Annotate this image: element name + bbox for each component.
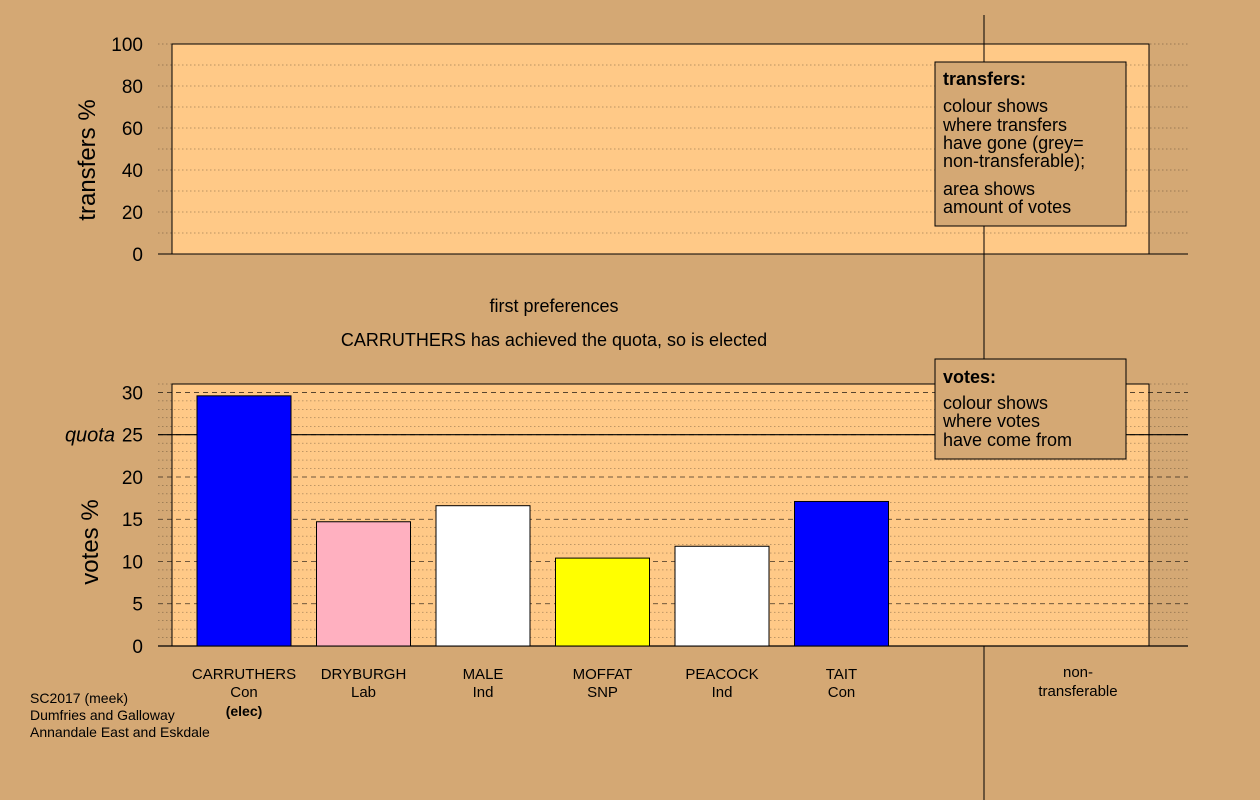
chart-heading: first preferences	[489, 296, 618, 316]
legend-transfers-line: area shows	[943, 179, 1035, 199]
x-label-name: MALE	[463, 666, 504, 683]
transfers-y-ticks: 0 20 40 60 80 100	[111, 35, 143, 266]
bar-moffat	[555, 557, 650, 647]
votes-y-label: votes %	[77, 499, 104, 584]
legend-votes-line: have come from	[943, 430, 1072, 450]
votes-y-ticks: 0 5 10 15 20 25 30	[122, 383, 143, 658]
x-label-name: CARRUTHERS	[192, 666, 296, 683]
footer: SC2017 (meek)Dumfries and GallowayAnnand…	[30, 690, 210, 740]
x-label-name: DRYBURGH	[321, 666, 407, 683]
legend-transfers-line: where transfers	[942, 115, 1067, 135]
x-label-party: Lab	[351, 684, 376, 701]
nontransferable-label-1: non-	[1063, 664, 1093, 681]
x-label-party: SNP	[587, 684, 618, 701]
legend-transfers-box	[934, 61, 1127, 227]
x-label-party: Con	[828, 684, 856, 701]
quota-label: quota	[65, 425, 115, 447]
legend-votes-title: votes:	[943, 367, 996, 387]
legend-transfers-title: transfers:	[943, 69, 1026, 89]
bars	[196, 395, 889, 647]
votes-tick-label: 30	[122, 383, 143, 404]
votes-tick-label: 15	[122, 510, 143, 531]
bar-peacock	[674, 545, 770, 647]
x-label-name: TAIT	[826, 666, 857, 683]
footer-line: Dumfries and Galloway	[30, 707, 175, 723]
transfers-tick-label: 20	[122, 203, 143, 224]
x-label-party: Ind	[712, 684, 733, 701]
bar-dryburgh	[316, 521, 411, 647]
footer-line: Annandale East and Eskdale	[30, 724, 210, 740]
x-label-name: MOFFAT	[573, 666, 633, 683]
legend-votes-line: colour shows	[943, 393, 1048, 413]
bar-carruthers	[196, 395, 292, 647]
transfers-grid	[158, 43, 1188, 255]
footer-line: SC2017 (meek)	[30, 690, 128, 706]
votes-tick-label: 10	[122, 552, 143, 573]
x-labels: CARRUTHERSCon(elec)DRYBURGHLabMALEIndMOF…	[192, 666, 857, 719]
x-label-party: Con	[230, 684, 258, 701]
legend-transfers-line: amount of votes	[943, 197, 1071, 217]
bar-male	[435, 505, 531, 647]
legend-votes-box	[934, 358, 1127, 460]
votes-tick-label: 25	[122, 426, 143, 447]
chart-status: CARRUTHERS has achieved the quota, so is…	[341, 330, 767, 350]
nontransferable-label-2: transferable	[1038, 683, 1117, 700]
votes-tick-label: 0	[132, 637, 143, 658]
x-label-name: PEACOCK	[685, 666, 758, 683]
transfers-tick-label: 60	[122, 119, 143, 140]
legend-transfers-line: colour shows	[943, 96, 1048, 116]
legend-votes-line: where votes	[942, 411, 1040, 431]
transfers-tick-label: 80	[122, 77, 143, 98]
votes-tick-label: 20	[122, 468, 143, 489]
x-label-party: Ind	[473, 684, 494, 701]
transfers-tick-label: 0	[132, 245, 143, 266]
legend-transfers-line: non-transferable);	[943, 151, 1085, 171]
transfers-tick-label: 100	[111, 35, 143, 56]
votes-tick-label: 5	[132, 595, 143, 616]
x-label-note: (elec)	[226, 703, 263, 719]
transfers-tick-label: 40	[122, 161, 143, 182]
transfers-y-label: transfers %	[74, 99, 101, 220]
legend-transfers-line: have gone (grey=	[943, 133, 1084, 153]
bar-tait	[794, 500, 889, 647]
